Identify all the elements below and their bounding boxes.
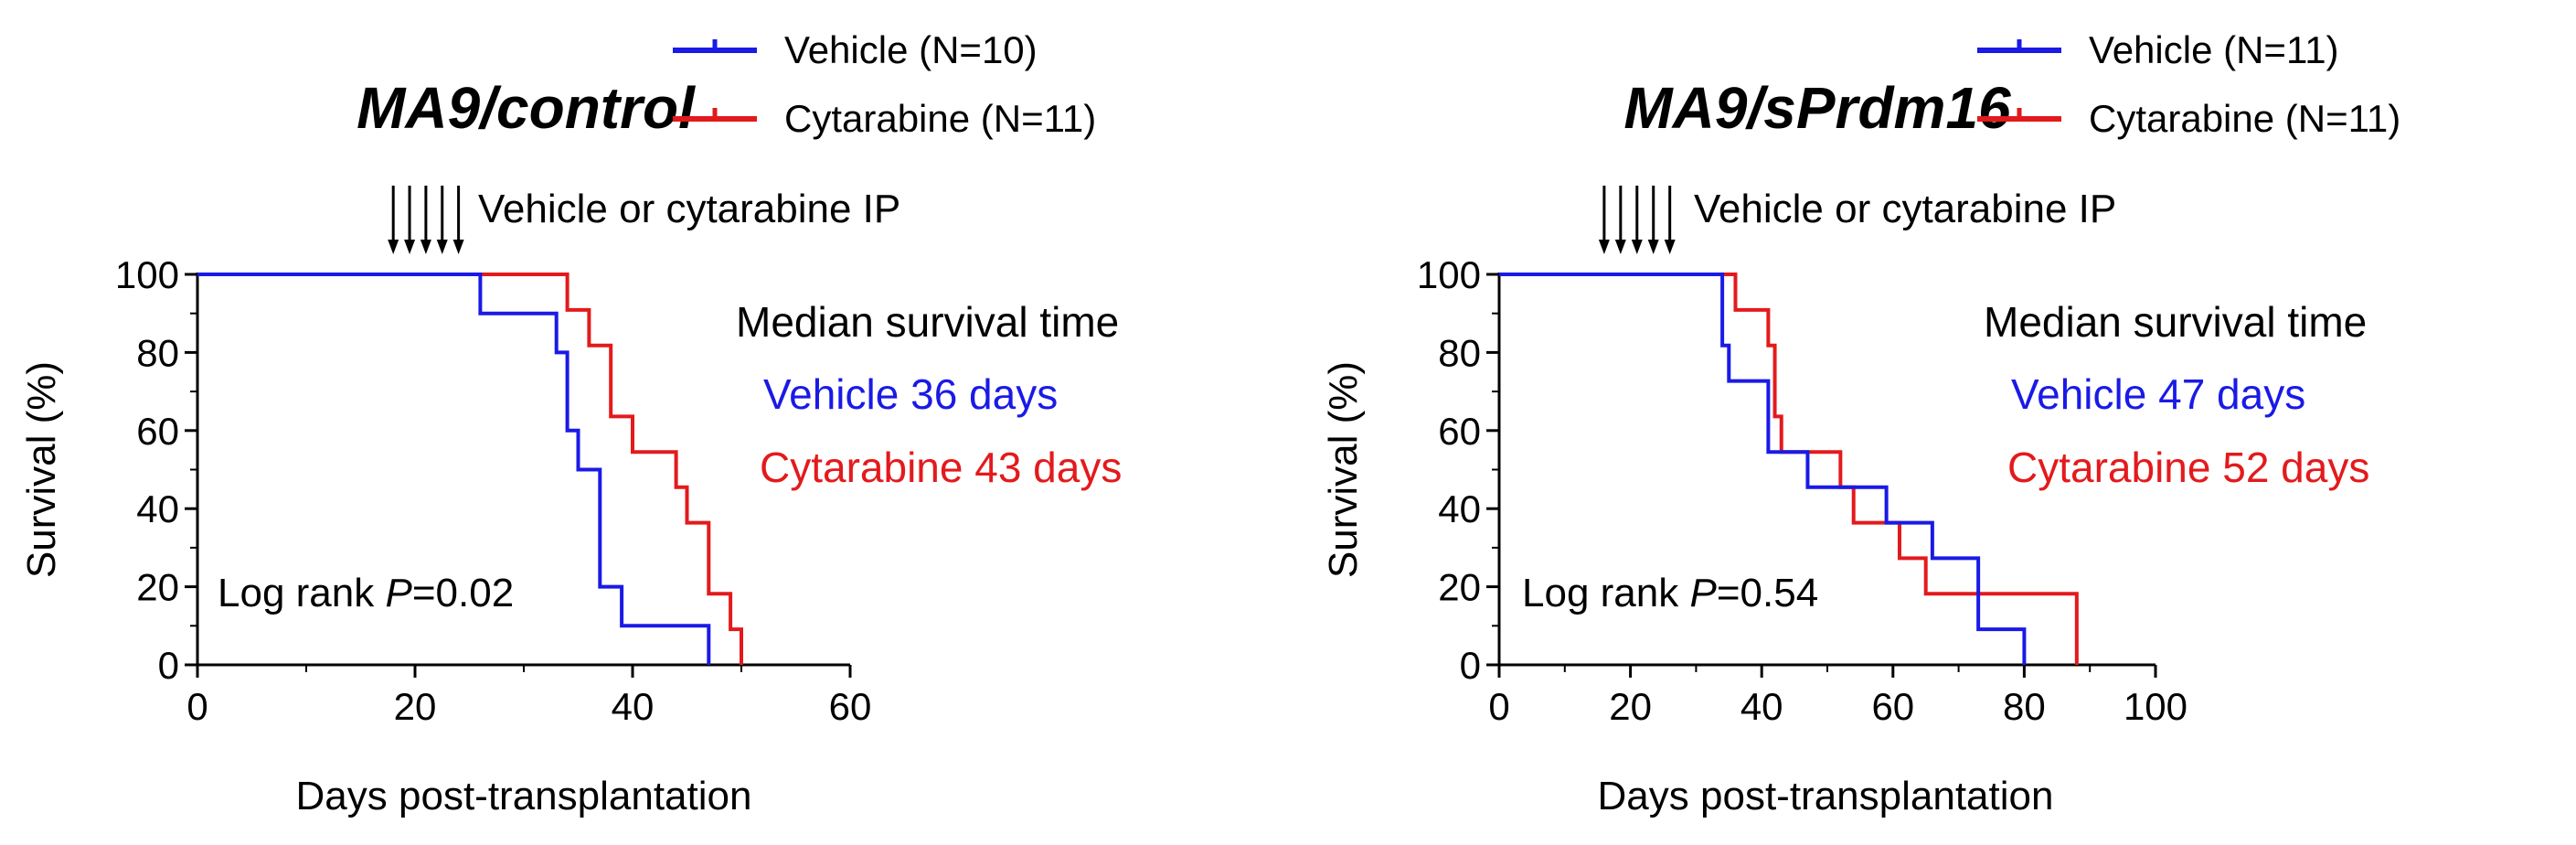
injection-annotation: Vehicle or cytarabine IP [1694,187,2116,231]
injection-arrowhead [420,240,431,254]
x-tick-label: 20 [394,685,437,728]
x-tick-label: 40 [1740,685,1783,728]
y-tick-label: 80 [1438,331,1481,374]
y-axis-label: Survival (%) [1321,361,1366,578]
injection-arrowhead [1631,240,1643,254]
injection-arrowhead [436,240,448,254]
y-tick-label: 60 [136,410,179,453]
median-heading: Median survival time [1984,298,2367,346]
injection-arrowhead [1647,240,1659,254]
x-tick-label: 0 [186,685,208,728]
x-tick-label: 80 [2003,685,2046,728]
x-tick-label: 0 [1488,685,1509,728]
y-tick-label: 20 [1438,566,1481,609]
survival-curve-vehicle [1499,273,2027,665]
x-tick-label: 20 [1609,685,1652,728]
y-tick-label: 0 [158,644,179,687]
log-rank-stat: Log rank P=0.02 [218,571,514,615]
chart-title: MA9/sPrdm16 [1623,75,2011,141]
legend-entry: Cytarabine (N=11) [2089,97,2400,140]
injection-arrows [1598,186,1676,254]
survival-curve-cytarabine [197,273,743,665]
x-axis-label: Days post-transplantation [1598,774,2054,818]
chart-panel-2: MA9/sPrdm16 Vehicle (N=11) Cytarabine (N=1… [1321,28,2400,818]
legend-entry: Vehicle (N=10) [784,28,1038,71]
injection-arrowhead [388,240,399,254]
median-label: Cytarabine 52 days [2007,444,2369,491]
log-rank-stat: Log rank P=0.54 [1522,571,1818,615]
median-label: Cytarabine 43 days [760,444,1122,491]
legend-entry: Cytarabine (N=11) [784,97,1096,140]
x-tick-label: 40 [612,685,655,728]
legend-entry: Vehicle (N=11) [2089,28,2339,71]
median-label: Vehicle 47 days [2011,370,2305,418]
y-tick-label: 0 [1460,644,1481,687]
injection-arrowhead [404,240,416,254]
y-tick-label: 40 [1438,487,1481,530]
injection-annotation: Vehicle or cytarabine IP [478,187,900,231]
injection-arrows [388,186,464,254]
injection-arrowhead [1598,240,1610,254]
injection-arrowhead [1664,240,1676,254]
injection-arrowhead [1614,240,1626,254]
median-heading: Median survival time [736,298,1119,346]
chart-panel-1: MA9/control Vehicle (N=10) Cytarabine (N=1… [19,28,1122,818]
x-tick-label: 60 [829,685,872,728]
y-tick-label: 100 [115,253,179,296]
x-tick-label: 100 [2124,685,2187,728]
survival-curve-cytarabine [1499,273,2079,665]
survival-curve-vehicle [197,273,711,665]
y-axis-label: Survival (%) [19,361,64,578]
chart-title: MA9/control [357,75,696,141]
x-tick-label: 60 [1871,685,1914,728]
y-tick-label: 60 [1438,410,1481,453]
y-tick-label: 100 [1417,253,1481,296]
y-tick-label: 40 [136,487,179,530]
median-label: Vehicle 36 days [763,370,1058,418]
injection-arrowhead [452,240,464,254]
y-tick-label: 80 [136,331,179,374]
y-tick-label: 20 [136,566,179,609]
x-axis-label: Days post-transplantation [296,774,752,818]
